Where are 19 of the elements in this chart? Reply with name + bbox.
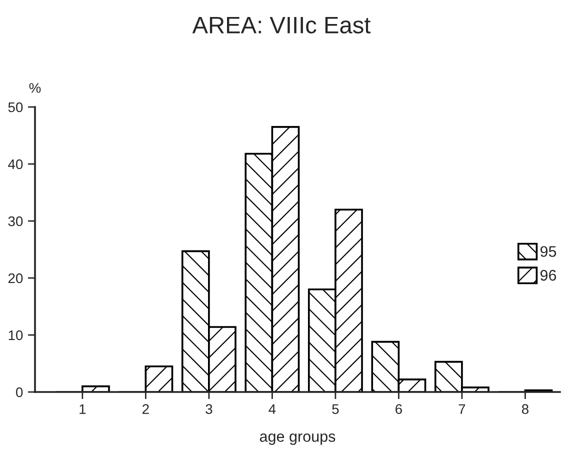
legend-label: 96 (540, 270, 556, 281)
y-tick-label: 50 (8, 102, 23, 112)
x-tick-label: 5 (332, 404, 339, 414)
x-tick-label: 6 (396, 404, 402, 414)
y-tick-label: 0 (16, 387, 23, 398)
y-tick-label: 30 (8, 216, 23, 226)
x-tick-label: 7 (458, 404, 466, 414)
x-tick-label: 4 (268, 404, 276, 414)
x-tick-label: 1 (80, 404, 86, 414)
x-axis-title: age groups (260, 433, 336, 445)
y-tick-label: 10 (8, 330, 23, 340)
y-tick-label: 40 (8, 159, 23, 170)
y-tick-label: 20 (8, 273, 23, 284)
chart-title: AREA: VIIIc East (192, 17, 371, 34)
legend-label: 95 (540, 246, 556, 257)
x-tick-label: 8 (522, 404, 528, 414)
x-tick-label: 3 (206, 404, 212, 414)
x-tick-label: 2 (142, 404, 149, 414)
y-axis-title: % (29, 83, 41, 93)
